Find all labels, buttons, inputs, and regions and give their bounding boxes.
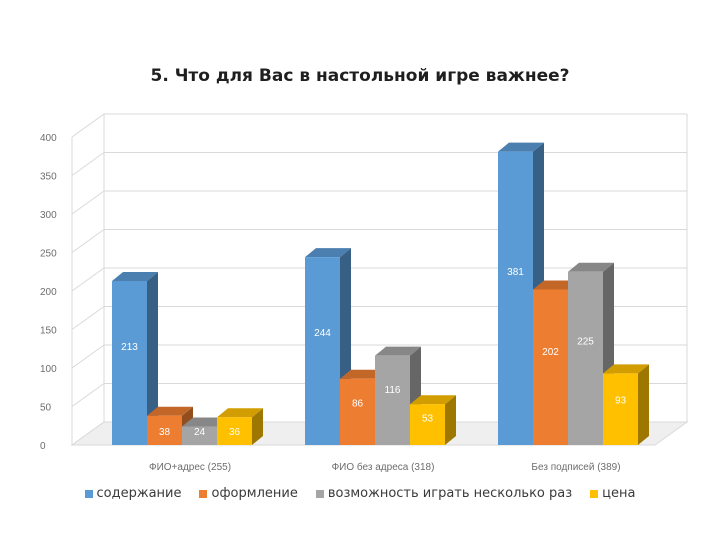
legend-item: оформление bbox=[199, 486, 298, 501]
bar-front bbox=[410, 404, 445, 445]
legend-swatch bbox=[84, 489, 93, 498]
bar-front bbox=[498, 151, 533, 445]
gridline-side bbox=[71, 306, 105, 330]
data-label: 24 bbox=[194, 427, 206, 438]
bar-side bbox=[147, 271, 158, 445]
bar-top bbox=[182, 417, 228, 427]
bar-top bbox=[568, 262, 614, 272]
legend-label: оформление bbox=[211, 486, 298, 501]
y-tick-label: 400 bbox=[40, 133, 57, 144]
bar-top bbox=[340, 369, 386, 379]
bar-front bbox=[112, 280, 147, 445]
bar-front bbox=[533, 289, 568, 445]
bar bbox=[112, 271, 158, 445]
data-label: 36 bbox=[229, 427, 241, 438]
data-label: 202 bbox=[542, 347, 559, 358]
bar-top bbox=[498, 142, 544, 152]
bar-top bbox=[217, 408, 263, 418]
bar-front bbox=[375, 355, 410, 445]
bar-top bbox=[112, 271, 158, 281]
bar-front bbox=[340, 378, 375, 445]
legend-swatch bbox=[199, 489, 208, 498]
bar-top bbox=[603, 364, 649, 374]
legend-label: возможность играть несколько раз bbox=[327, 486, 573, 501]
data-label: 116 bbox=[385, 385, 401, 396]
bar bbox=[410, 395, 456, 445]
bar-front bbox=[217, 417, 252, 445]
legend-item: содержание bbox=[84, 486, 182, 501]
y-tick-label: 300 bbox=[40, 210, 57, 221]
data-label: 53 bbox=[422, 413, 434, 424]
data-label: 93 bbox=[615, 395, 627, 406]
legend-label: цена bbox=[602, 486, 636, 501]
bar-top bbox=[147, 406, 193, 416]
bar-front bbox=[305, 257, 340, 445]
bar-front bbox=[568, 271, 603, 445]
gridline-side bbox=[71, 383, 105, 407]
data-label: 381 bbox=[507, 267, 524, 278]
y-tick-label: 100 bbox=[40, 364, 57, 375]
data-label: 86 bbox=[352, 399, 364, 410]
x-category-label: Без подписей (389) bbox=[531, 462, 620, 473]
bar-side bbox=[638, 364, 649, 445]
bar-top bbox=[305, 248, 351, 258]
x-category-label: ФИО без адреса (318) bbox=[332, 461, 435, 473]
y-tick-label: 50 bbox=[40, 403, 52, 414]
gridline-side bbox=[71, 344, 105, 369]
y-tick-label: 200 bbox=[40, 287, 57, 298]
bar-top bbox=[410, 395, 456, 405]
data-label: 38 bbox=[159, 427, 171, 438]
legend-swatch bbox=[315, 489, 324, 498]
y-tick-label: 0 bbox=[40, 441, 46, 452]
bar-side bbox=[445, 395, 456, 445]
bar bbox=[217, 408, 263, 445]
gridline-side bbox=[71, 190, 105, 215]
gridline-side bbox=[71, 152, 105, 176]
bar-top bbox=[375, 346, 421, 356]
legend-item: цена bbox=[590, 486, 635, 501]
bar-front bbox=[182, 426, 217, 445]
x-category-label: ФИО+адрес (255) bbox=[149, 462, 231, 473]
legend: содержание оформление возможность играть н… bbox=[0, 486, 720, 501]
bar-top bbox=[533, 280, 579, 290]
gridline-side bbox=[71, 229, 105, 253]
data-label: 244 bbox=[314, 328, 331, 339]
y-tick-label: 350 bbox=[40, 172, 57, 183]
legend-label: содержание bbox=[96, 486, 182, 501]
y-tick-label: 150 bbox=[40, 326, 57, 337]
bar-chart: 0 50 100 150 200 250 300 350 400 213 38 24 36 244 86 11… bbox=[40, 113, 689, 473]
chart-title: 5. Что для Вас в настольной игре важнее? bbox=[150, 66, 570, 86]
y-tick-label: 250 bbox=[40, 249, 57, 260]
legend-swatch bbox=[590, 489, 599, 498]
gridline-side bbox=[71, 267, 105, 292]
gridline-side bbox=[71, 113, 105, 138]
legend-item: возможность играть несколько раз bbox=[315, 486, 573, 501]
data-label: 213 bbox=[121, 342, 138, 353]
bar-front bbox=[603, 373, 638, 445]
bar-front bbox=[147, 415, 182, 445]
data-label: 225 bbox=[577, 337, 594, 348]
bar-side bbox=[252, 408, 263, 445]
bar bbox=[603, 364, 649, 445]
